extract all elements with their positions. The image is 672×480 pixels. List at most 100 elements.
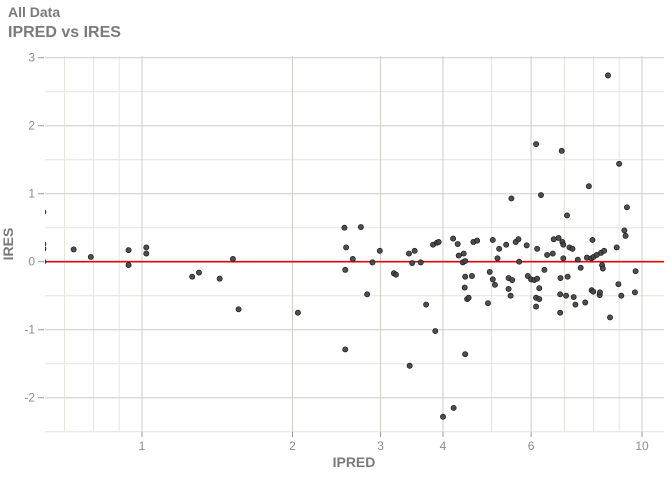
data-point xyxy=(454,241,461,247)
data-point xyxy=(143,244,150,251)
x-tick-label: 1 xyxy=(139,439,146,453)
data-point xyxy=(599,265,606,272)
data-point xyxy=(616,160,623,167)
data-point xyxy=(462,258,469,264)
data-point xyxy=(45,259,47,265)
axis-ticks xyxy=(38,57,643,437)
y-tick-label: 0 xyxy=(28,255,35,269)
data-point xyxy=(411,247,418,254)
data-point xyxy=(516,258,523,265)
data-point xyxy=(125,262,132,269)
data-point xyxy=(533,303,540,310)
data-point xyxy=(536,296,543,303)
data-point xyxy=(489,236,496,243)
gridlines-major xyxy=(45,56,664,432)
data-point xyxy=(597,289,603,296)
data-point xyxy=(589,236,596,243)
data-point xyxy=(342,266,349,273)
data-point xyxy=(455,252,462,259)
data-point xyxy=(607,314,613,321)
x-tick-label: 3 xyxy=(377,439,384,453)
y-tick-label: 3 xyxy=(28,51,35,65)
data-point xyxy=(392,271,399,278)
data-point xyxy=(555,234,562,241)
y-tick-label: -1 xyxy=(24,323,35,337)
data-point xyxy=(569,245,576,252)
data-point xyxy=(622,232,629,239)
data-point xyxy=(533,141,540,148)
data-point xyxy=(294,309,301,316)
data-point xyxy=(623,204,630,211)
data-point xyxy=(523,242,530,249)
data-point xyxy=(632,268,639,275)
data-point xyxy=(342,346,349,353)
chart-subtitle: IPRED vs IRES xyxy=(8,24,121,41)
data-point xyxy=(491,281,498,288)
data-point xyxy=(615,281,622,288)
data-point xyxy=(557,309,564,316)
data-point xyxy=(357,224,364,230)
data-point xyxy=(45,209,47,215)
data-point xyxy=(613,244,620,251)
data-point xyxy=(45,241,47,247)
x-tick-label: 6 xyxy=(528,439,535,453)
data-point xyxy=(601,247,608,254)
data-point xyxy=(631,289,638,296)
data-point xyxy=(409,260,416,267)
data-point xyxy=(469,273,475,279)
data-point xyxy=(508,195,515,202)
data-point xyxy=(229,256,236,262)
data-point xyxy=(605,72,611,79)
data-point xyxy=(550,236,557,243)
data-point xyxy=(577,264,584,271)
data-point xyxy=(494,255,501,262)
data-point xyxy=(507,292,514,299)
data-point xyxy=(621,227,628,234)
data-point xyxy=(496,245,503,252)
data-point xyxy=(417,259,424,266)
data-point xyxy=(590,288,597,295)
data-point xyxy=(125,247,132,254)
data-point xyxy=(574,256,581,263)
data-point xyxy=(485,300,491,307)
data-point xyxy=(450,404,457,411)
y-axis-title: IRES xyxy=(0,228,16,261)
data-point xyxy=(465,294,472,301)
data-point xyxy=(560,255,567,262)
page-title: All Data xyxy=(8,4,61,20)
data-point xyxy=(460,250,467,257)
data-point xyxy=(376,247,383,254)
data-point xyxy=(435,239,442,245)
data-point xyxy=(189,273,196,280)
data-point xyxy=(570,294,577,301)
y-tick-label: 2 xyxy=(28,119,35,133)
data-point xyxy=(341,224,348,231)
data-point xyxy=(534,245,541,252)
data-point xyxy=(235,306,242,313)
data-point xyxy=(558,147,565,154)
data-point xyxy=(560,241,567,248)
data-point xyxy=(474,237,481,244)
data-point xyxy=(618,292,625,299)
data-point xyxy=(538,192,544,199)
data-point xyxy=(343,244,350,251)
data-point xyxy=(143,250,150,257)
data-point xyxy=(503,241,510,248)
y-axis-tick-labels: 3 2 1 0 -1 -2 xyxy=(24,51,35,405)
data-point xyxy=(509,277,516,284)
y-tick-label: 1 xyxy=(28,187,35,201)
data-point xyxy=(406,362,413,369)
data-point xyxy=(369,259,376,266)
data-point xyxy=(423,301,430,308)
data-point xyxy=(462,273,469,280)
x-axis-title: IPRED xyxy=(333,454,376,470)
data-point xyxy=(216,275,223,282)
data-point xyxy=(541,266,548,273)
y-tick-label: -2 xyxy=(24,391,35,405)
data-point xyxy=(406,250,412,257)
data-point xyxy=(349,256,356,262)
gridlines-minor xyxy=(45,56,664,433)
data-point xyxy=(564,273,571,280)
